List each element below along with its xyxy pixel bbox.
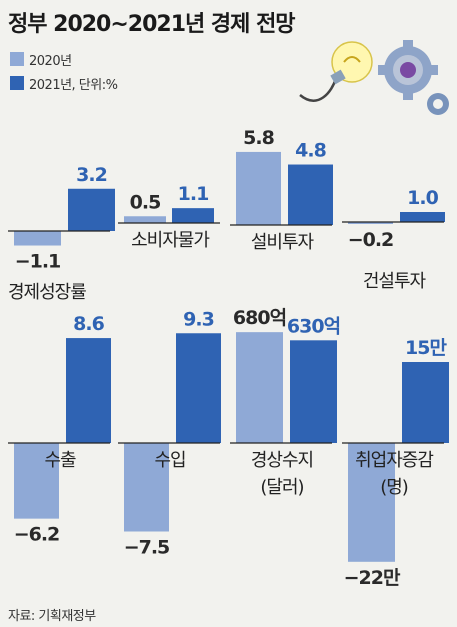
category-label: (달러) xyxy=(260,477,303,498)
bar-2020 xyxy=(14,443,59,519)
category-label: 수입 xyxy=(154,450,185,471)
panel-4: −0.2 1.0 건설투자 xyxy=(342,187,445,292)
data-label-2020: −6.2 xyxy=(14,524,60,546)
bar-2021 xyxy=(172,208,214,223)
legend-swatch-2020 xyxy=(10,52,24,66)
bar-2020 xyxy=(14,231,61,246)
bar-2021 xyxy=(288,164,333,225)
category-label: (명) xyxy=(380,477,408,498)
panel-3: 5.8 4.8 설비투자 xyxy=(230,127,333,253)
legend-label-2021: 2021년, 단위:% xyxy=(29,77,118,93)
bar-2021 xyxy=(66,338,111,443)
panel-5: −6.2 8.6 수출 xyxy=(8,313,111,546)
data-label-2020: −0.2 xyxy=(348,229,394,251)
category-label: 경상수지 xyxy=(251,450,313,471)
data-label-2021: 9.3 xyxy=(183,308,214,330)
bar-2021 xyxy=(68,188,115,231)
category-label: 건설투자 xyxy=(363,271,427,292)
bar-2020 xyxy=(124,216,166,223)
category-label: 소비자물가 xyxy=(131,230,209,251)
category-label: 수출 xyxy=(44,450,76,471)
panel-6: −7.5 9.3 수입 xyxy=(118,308,221,559)
bar-2020 xyxy=(348,443,395,562)
category-label: 경제성장률 xyxy=(8,282,86,303)
panel-2: 0.5 1.1 소비자물가 xyxy=(118,183,220,251)
bar-2021 xyxy=(402,362,449,443)
bar-2020 xyxy=(236,151,281,225)
legend-label-2020: 2020년 xyxy=(29,53,72,69)
data-label-2021: 15만 xyxy=(405,337,447,359)
data-label-2020: −1.1 xyxy=(15,251,61,273)
bar-2020 xyxy=(348,222,393,224)
legend-item-2021: 2021년, 단위:% xyxy=(10,75,118,93)
bar-2021 xyxy=(290,340,337,443)
category-label: 설비투자 xyxy=(251,232,315,253)
category-label: 취업자증감 xyxy=(355,450,433,471)
bar-2020 xyxy=(124,443,169,532)
data-label-2020: 680억 xyxy=(233,307,286,329)
data-label-2021: 4.8 xyxy=(295,140,326,162)
bar-2021 xyxy=(176,333,221,443)
data-label-2020: −22만 xyxy=(344,567,401,589)
data-label-2020: 5.8 xyxy=(243,127,274,149)
chart-title: 정부 2020~2021년 경제 전망 xyxy=(8,12,296,37)
legend-item-2020: 2020년 xyxy=(10,51,72,69)
bar-2020 xyxy=(236,332,283,443)
data-label-2021: 630억 xyxy=(287,315,340,337)
data-label-2021: 3.2 xyxy=(76,164,107,186)
data-label-2020: 0.5 xyxy=(130,191,161,213)
data-label-2020: −7.5 xyxy=(124,537,170,559)
lightbulb-gear-icon xyxy=(299,40,449,115)
data-label-2021: 8.6 xyxy=(73,313,104,335)
data-label-2021: 1.1 xyxy=(178,183,209,205)
legend-swatch-2021 xyxy=(10,76,24,90)
data-label-2021: 1.0 xyxy=(407,187,438,209)
panel-1: −1.1 3.2 경제성장률 xyxy=(8,164,115,303)
source-note: 자료: 기획재정부 xyxy=(8,609,96,624)
bar-2021 xyxy=(400,212,445,222)
